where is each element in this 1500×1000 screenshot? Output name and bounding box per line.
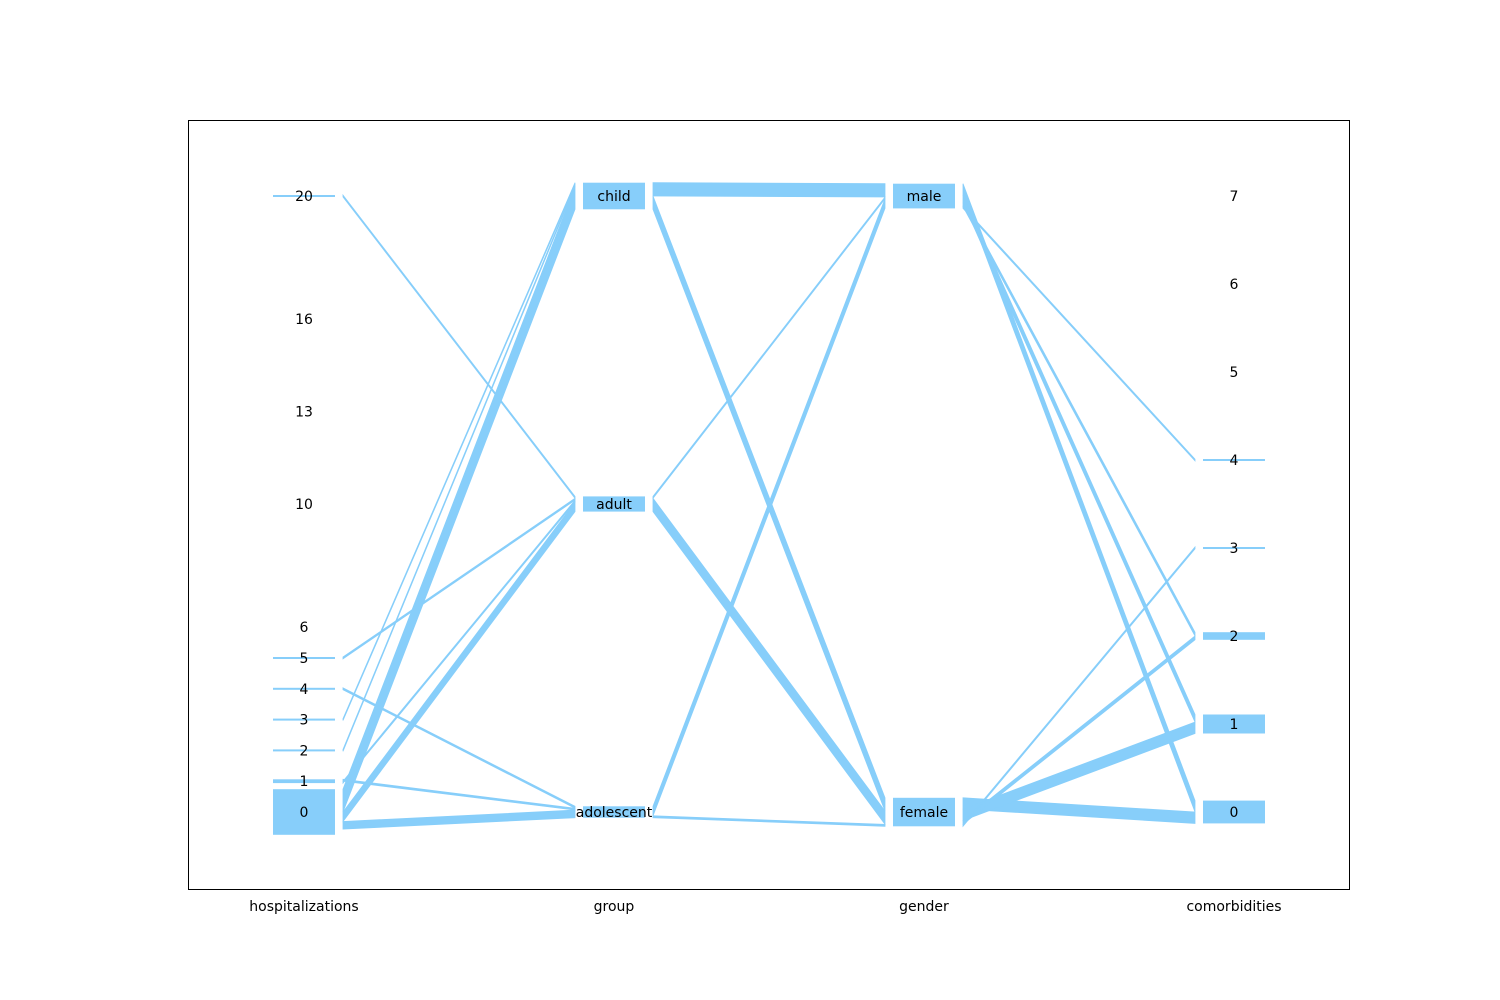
label-hospitalizations-1: 1	[300, 774, 309, 790]
label-group-adolescent: adolescent	[576, 805, 653, 821]
label-comorbidities-3: 3	[1230, 541, 1239, 557]
flow-gender-female-to-1	[962, 721, 1196, 822]
flow-gender-male-to-1	[962, 194, 1196, 723]
plot-frame	[188, 120, 1350, 890]
node-comorbidities-0	[1203, 800, 1265, 824]
flow-gender-female-to-2	[962, 635, 1196, 826]
label-comorbidities-1: 1	[1230, 717, 1239, 733]
flow-group-child-to-male	[652, 182, 886, 198]
flow-group-adult-to-female	[652, 497, 886, 826]
node-group-child	[583, 182, 645, 210]
flow-hospitalizations-5-to-adult	[342, 497, 576, 660]
flow-hospitalizations-1-to-adolescent	[342, 778, 576, 811]
flow-hospitalizations-0-to-adolescent	[342, 809, 576, 830]
node-hospitalizations-3	[273, 718, 335, 721]
label-hospitalizations-6: 6	[300, 620, 309, 636]
axis-label-layer: hospitalizations group gender comorbidities	[249, 899, 1281, 915]
axis-label-hospitalizations: hospitalizations	[249, 899, 358, 915]
label-gender-male: male	[907, 189, 942, 205]
node-hospitalizations-4	[273, 687, 335, 690]
axis-label-comorbidities: comorbidities	[1186, 899, 1281, 915]
label-hospitalizations-2: 2	[300, 743, 309, 759]
flow-gender-female-to-0	[962, 797, 1196, 824]
label-hospitalizations-13: 13	[295, 405, 313, 421]
flow-group-adolescent-to-female	[652, 815, 886, 827]
label-hospitalizations-20: 20	[295, 189, 313, 205]
label-hospitalizations-0: 0	[300, 805, 309, 821]
node-comorbidities-3	[1203, 547, 1265, 549]
flow-hospitalizations-0-to-child	[342, 186, 576, 813]
label-gender-female: female	[900, 805, 948, 821]
label-group-adult: adult	[596, 497, 632, 513]
label-comorbidities-2: 2	[1230, 629, 1239, 645]
node-comorbidities-2	[1203, 632, 1265, 640]
label-comorbidities-6: 6	[1230, 277, 1239, 293]
label-hospitalizations-3: 3	[300, 713, 309, 729]
node-hospitalizations-5	[273, 657, 335, 659]
node-gender-male	[893, 183, 955, 209]
node-group-adult	[583, 496, 645, 512]
node-hospitalizations-1	[273, 779, 335, 784]
label-comorbidities-5: 5	[1230, 365, 1239, 381]
flow-group-adolescent-to-male	[652, 198, 886, 816]
flow-hospitalizations-0-to-adult	[342, 500, 576, 823]
label-hospitalizations-16: 16	[295, 312, 313, 328]
node-gender-female	[893, 797, 955, 827]
label-hospitalizations-4: 4	[300, 682, 309, 698]
axis-label-group: group	[594, 899, 635, 915]
flow-gender-male-to-4	[962, 205, 1196, 462]
node-group-adolescent	[583, 806, 645, 818]
label-comorbidities-0: 0	[1230, 805, 1239, 821]
label-group-child: child	[597, 189, 630, 205]
node-hospitalizations-2	[273, 749, 335, 752]
label-hospitalizations-10: 10	[295, 497, 313, 513]
node-hospitalizations-0	[273, 789, 335, 835]
label-hospitalizations-5: 5	[300, 651, 309, 667]
label-comorbidities-7: 7	[1230, 189, 1239, 205]
node-comorbidities-1	[1203, 714, 1265, 734]
node-comorbidities-4	[1203, 459, 1265, 461]
axis-label-gender: gender	[899, 899, 949, 915]
flow-layer	[342, 182, 1196, 830]
label-comorbidities-4: 4	[1230, 453, 1239, 469]
flow-gender-female-to-3	[962, 545, 1196, 828]
node-hospitalizations-20	[273, 195, 335, 197]
flow-gender-male-to-2	[962, 202, 1196, 637]
flow-group-adult-to-male	[652, 195, 886, 500]
flow-hospitalizations-1-to-adult	[342, 499, 576, 785]
node-layer: 201613106543210childadultadolescentmalef…	[273, 182, 1265, 835]
